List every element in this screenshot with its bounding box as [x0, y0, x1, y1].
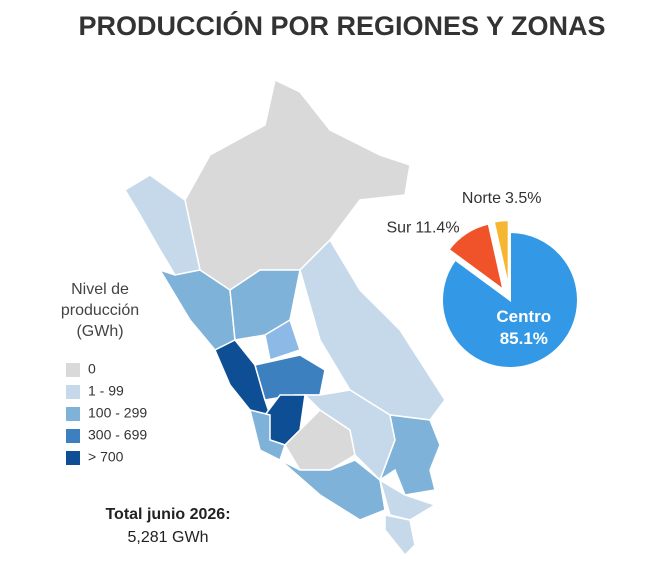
pie-slice: [447, 222, 506, 293]
title: PRODUCCIÓN POR REGIONES Y ZONAS: [78, 10, 605, 41]
map-region: [214, 339, 272, 417]
pie-slice: [492, 219, 510, 289]
pie-chart: Centro 85.1% Sur 11.4%Norte 3.5%: [386, 190, 579, 369]
map-region: [378, 414, 441, 496]
total-label: Total junio 2026:: [105, 506, 230, 523]
legend-swatch: [66, 407, 80, 421]
legend-swatch: [66, 451, 80, 465]
map-region: [264, 318, 301, 361]
legend-label: 1 - 99: [88, 383, 124, 399]
peru-map: [123, 78, 446, 557]
legend-title: producción: [61, 302, 139, 319]
legend-swatch: [66, 385, 80, 399]
legend-title: Nivel de: [71, 281, 129, 298]
total-value: 5,281 GWh: [128, 529, 209, 546]
map-region: [254, 354, 326, 401]
legend-swatch: [66, 363, 80, 377]
slice-value: 85.1%: [500, 329, 548, 348]
legend: Nivel de producción (GWh) 0 1 - 99 100 - 299 3…: [61, 281, 147, 465]
slice-value: 11.4%: [415, 219, 459, 236]
legend-title: (GWh): [76, 323, 123, 340]
map-region: [384, 514, 416, 557]
map-region: [378, 478, 437, 521]
slice-label: Norte: [462, 190, 501, 207]
legend-label: 100 - 299: [88, 405, 147, 421]
legend-label: 300 - 699: [88, 427, 147, 443]
slice-label: Centro: [496, 307, 551, 326]
legend-label: 0: [88, 361, 96, 377]
slice-value: 3.5%: [505, 190, 541, 207]
map-region: [184, 78, 411, 291]
legend-label: > 700: [88, 449, 124, 465]
slice-label: Sur: [386, 219, 412, 236]
legend-swatch: [66, 429, 80, 443]
pie-slice: [441, 230, 579, 369]
map-region: [123, 174, 201, 276]
map-region: [299, 238, 446, 421]
